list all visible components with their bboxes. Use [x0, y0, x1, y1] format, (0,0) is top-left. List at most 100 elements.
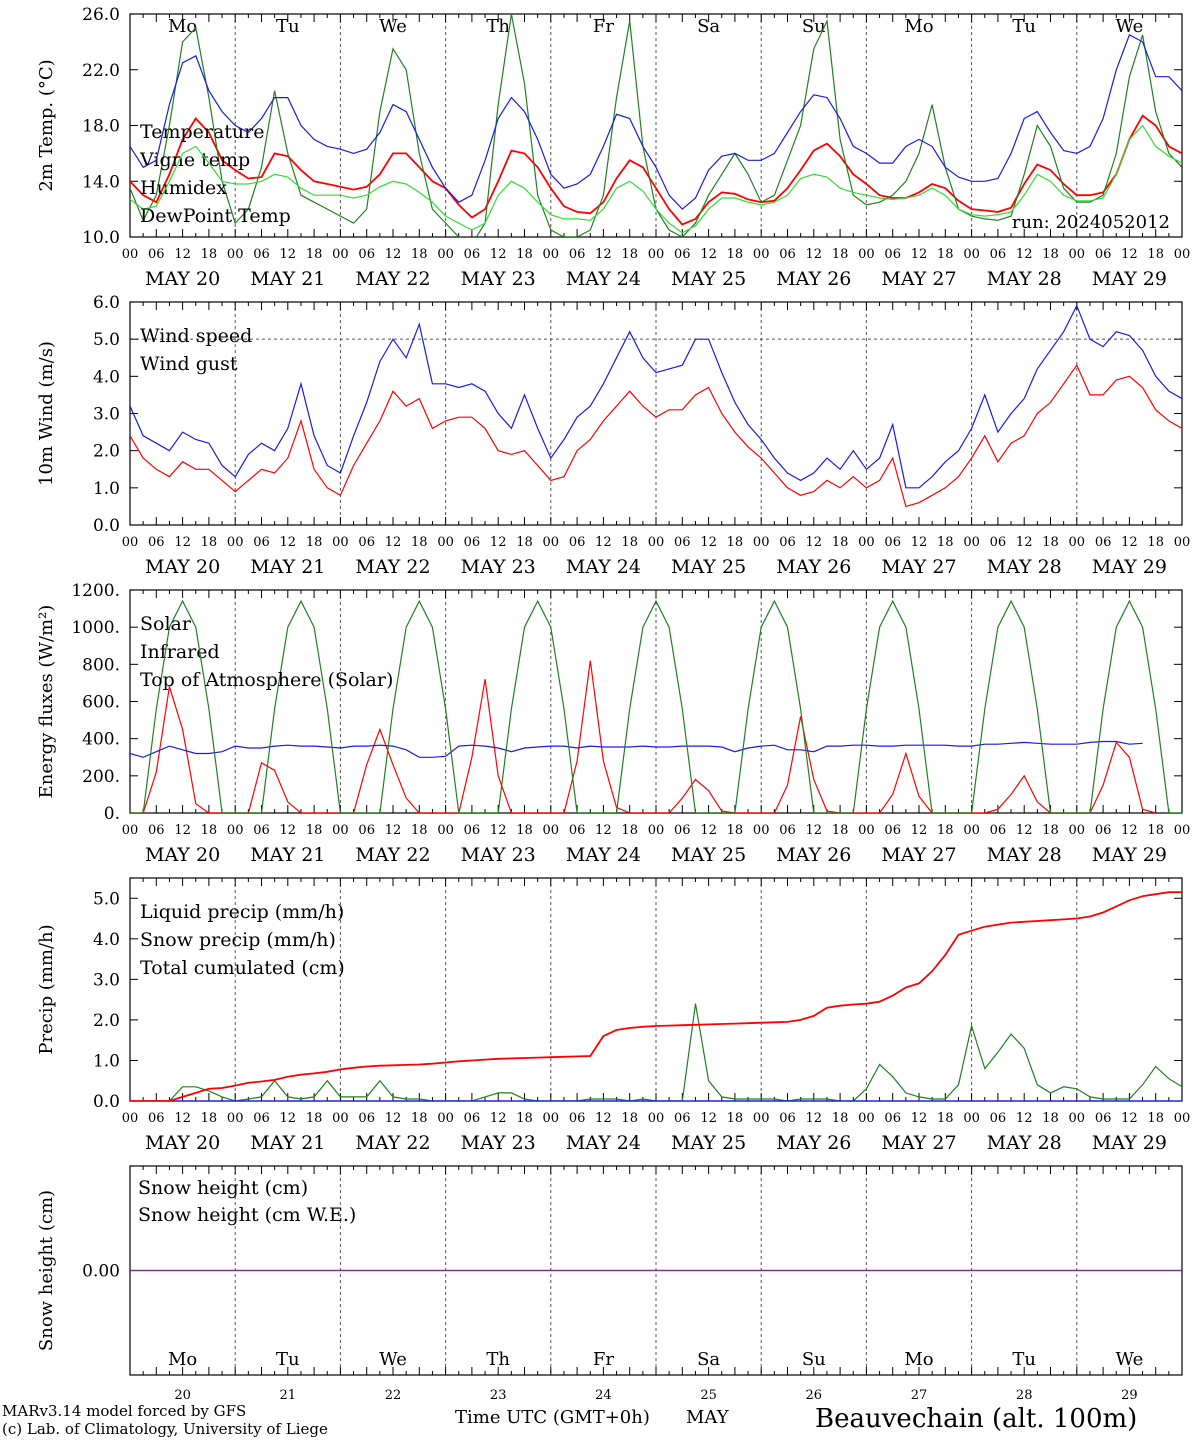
hour-label: 06: [569, 823, 586, 838]
y-tick-label: 5.0: [93, 889, 120, 909]
hour-label: 18: [1147, 247, 1164, 262]
hour-label: 12: [1121, 535, 1138, 550]
hour-label: 00: [437, 823, 454, 838]
weekday-label: Mo: [168, 1349, 197, 1370]
hour-label: 06: [779, 823, 796, 838]
hour-label: 06: [253, 535, 270, 550]
hour-label: 12: [1016, 1111, 1033, 1126]
series-line-2: [130, 304, 1182, 489]
hour-label: 06: [1095, 247, 1112, 262]
hour-label: 12: [911, 823, 928, 838]
hour-label: 18: [727, 823, 744, 838]
y-tick-label: 0.: [104, 804, 120, 824]
hour-label: 06: [779, 535, 796, 550]
y-axis-title: 2m Temp. (°C): [36, 59, 57, 191]
date-label: MAY 23: [461, 1132, 536, 1154]
date-label: MAY 28: [987, 556, 1062, 578]
hour-label: 06: [358, 1111, 375, 1126]
hour-label: 12: [1016, 535, 1033, 550]
day-number-label: 28: [1016, 1388, 1033, 1403]
hour-label: 12: [174, 823, 191, 838]
date-label: MAY 27: [881, 1132, 956, 1154]
date-label: MAY 28: [987, 1132, 1062, 1154]
hour-label: 18: [937, 823, 954, 838]
y-tick-label: 400.: [82, 730, 120, 750]
hour-label: 06: [1095, 535, 1112, 550]
legend-entry: Humidex: [140, 177, 227, 199]
hour-label: 18: [1042, 823, 1059, 838]
hour-label: 12: [174, 247, 191, 262]
y-tick-label: 1.0: [93, 1051, 120, 1071]
hour-label: 00: [227, 1111, 244, 1126]
date-label: MAY 21: [250, 556, 325, 578]
date-label: MAY 21: [250, 844, 325, 866]
hour-label: 06: [148, 1111, 165, 1126]
panel-5: 0.00 Snow height (cm) Mo Tu We Th Fr Sa Su Mo Tu We…: [36, 1165, 1183, 1403]
date-label: MAY 22: [355, 556, 430, 578]
hour-label: 18: [621, 1111, 638, 1126]
day-number-label: 25: [700, 1388, 717, 1403]
weekday-label: Fr: [593, 16, 614, 37]
run-label: run: 2024052012: [1012, 212, 1170, 233]
hour-label: 00: [963, 823, 980, 838]
hour-label: 06: [358, 823, 375, 838]
date-label: MAY 20: [145, 556, 220, 578]
hour-label: 18: [201, 823, 218, 838]
y-tick-label: 800.: [82, 655, 120, 675]
hour-label: 00: [858, 823, 875, 838]
weekday-label: Tu: [276, 1349, 300, 1370]
hour-label: 00: [1174, 247, 1191, 262]
y-tick-label: 0.0: [93, 516, 120, 536]
weekday-label: Mo: [168, 16, 197, 37]
hour-label: 06: [148, 823, 165, 838]
hour-label: 06: [779, 247, 796, 262]
hour-label: 12: [385, 823, 402, 838]
date-label: MAY 29: [1092, 844, 1167, 866]
hour-label: 12: [490, 823, 507, 838]
hour-label: 00: [437, 1111, 454, 1126]
hour-label: 06: [569, 535, 586, 550]
hour-label: 18: [937, 1111, 954, 1126]
hour-label: 00: [963, 247, 980, 262]
hour-label: 18: [201, 535, 218, 550]
hour-label: 18: [1147, 823, 1164, 838]
y-tick-label: 4.0: [93, 930, 120, 950]
hour-label: 06: [148, 247, 165, 262]
meteogram-panels: 10.0 14.0 18.0 22.0 26.0 2m Temp. (°C) Mo Tu We T…: [36, 5, 1191, 1403]
hour-label: 18: [832, 247, 849, 262]
y-axis-title: 10m Wind (m/s): [36, 341, 57, 486]
weekday-label: Tu: [1012, 16, 1036, 37]
hour-label: 12: [700, 247, 717, 262]
hour-label: 18: [201, 1111, 218, 1126]
date-label: MAY 25: [671, 844, 746, 866]
date-label: MAY 21: [250, 1132, 325, 1154]
hour-label: 12: [385, 535, 402, 550]
weekday-label: Mo: [904, 1349, 933, 1370]
legend-entry: Total cumulated (cm): [140, 957, 345, 979]
hour-label: 18: [727, 535, 744, 550]
y-tick-label: 4.0: [93, 367, 120, 387]
weekday-label: We: [379, 16, 407, 37]
hour-label: 12: [806, 247, 823, 262]
weekday-label: Sa: [697, 1349, 720, 1370]
y-tick-label: 22.0: [82, 61, 120, 81]
hour-label: 06: [253, 823, 270, 838]
hour-label: 06: [674, 247, 691, 262]
legend-entry: Temperature: [140, 121, 264, 143]
hour-label: 06: [253, 1111, 270, 1126]
weekday-label: Th: [486, 16, 510, 37]
hour-label: 18: [937, 247, 954, 262]
y-tick-label: 2.0: [93, 442, 120, 462]
hour-label: 06: [884, 823, 901, 838]
hour-label: 18: [1042, 1111, 1059, 1126]
date-label: MAY 28: [987, 268, 1062, 290]
hour-label: 00: [648, 247, 665, 262]
hour-label: 00: [1069, 1111, 1086, 1126]
hour-label: 18: [516, 247, 533, 262]
hour-label: 00: [1174, 823, 1191, 838]
hour-label: 00: [753, 823, 770, 838]
hour-label: 06: [884, 535, 901, 550]
date-label: MAY 21: [250, 268, 325, 290]
station-label: Beauvechain (alt. 100m): [815, 1404, 1137, 1434]
